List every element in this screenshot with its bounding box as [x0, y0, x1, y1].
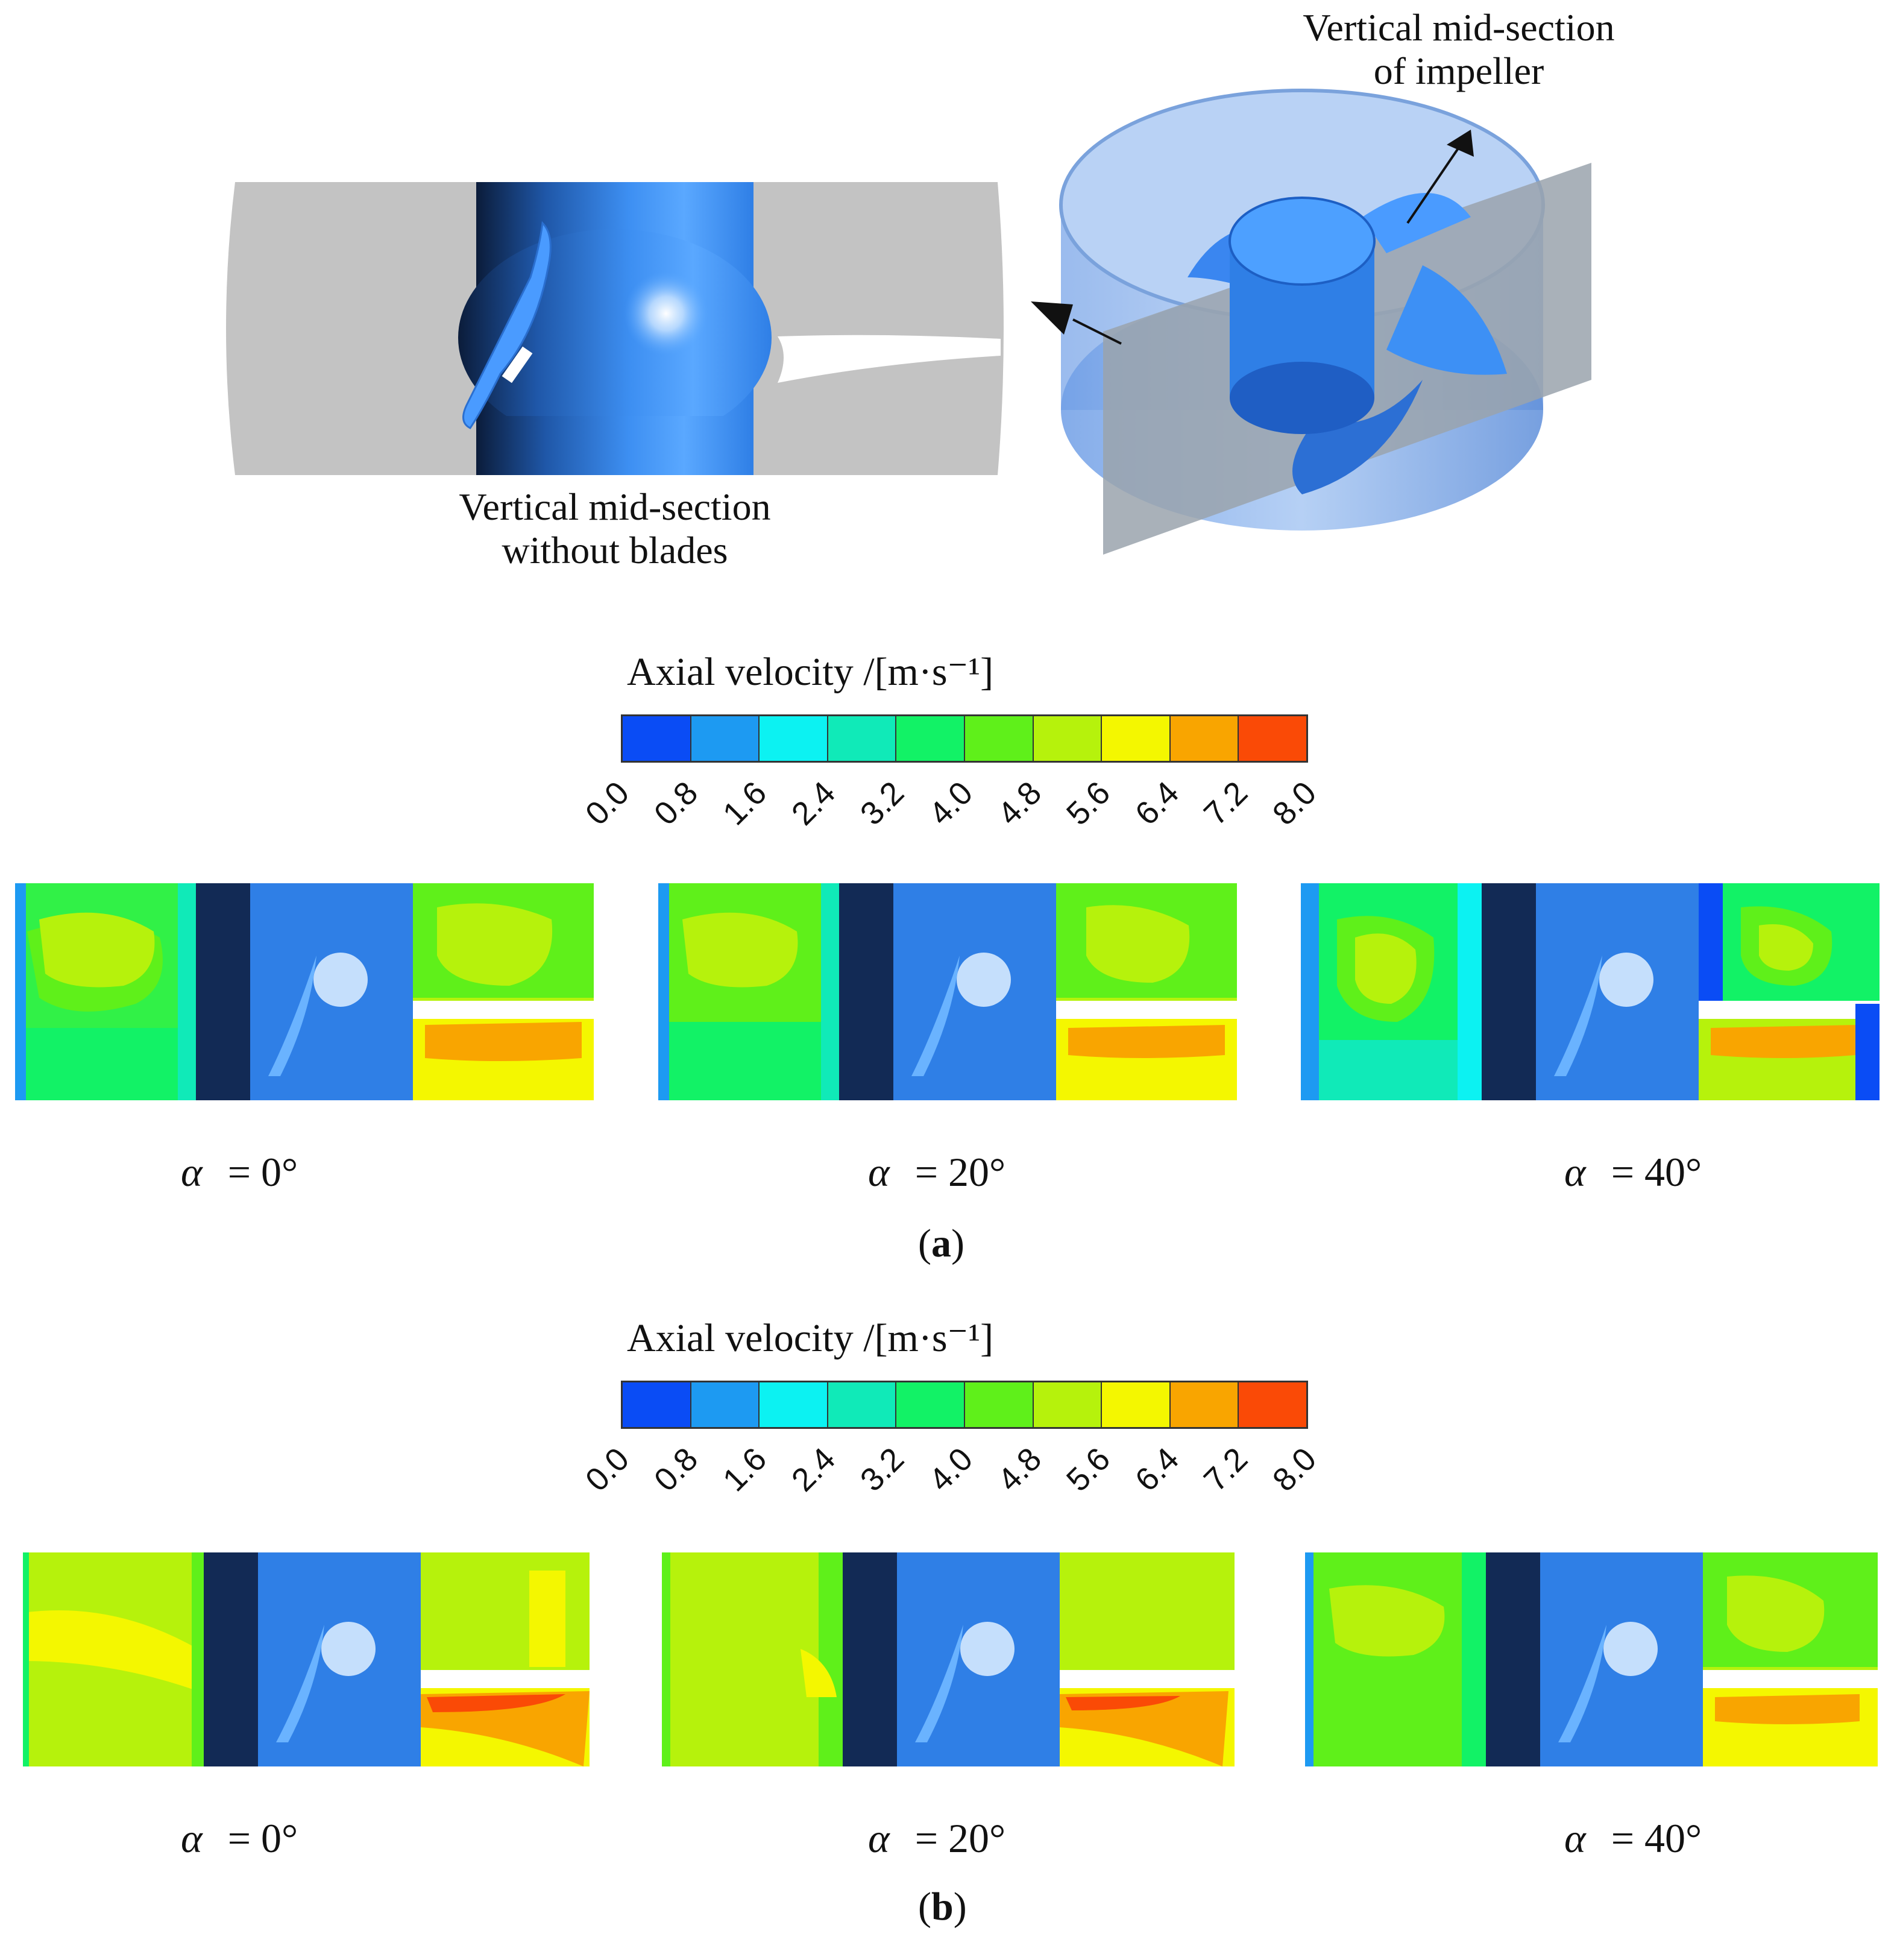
colorbar-b-title: Axial velocity /[m·s⁻¹] — [627, 1316, 994, 1360]
colorbar-a-cell-7 — [1102, 716, 1171, 761]
alpha-b-0-value: = 0° — [227, 1815, 298, 1861]
tick-b-8: 6.4 — [1128, 1440, 1186, 1499]
colorbar-a — [621, 714, 1308, 763]
colorbar-a-cell-0 — [623, 716, 691, 761]
alpha-b-1-value: = 20° — [914, 1815, 1006, 1861]
arrow-to-impeller — [1406, 137, 1466, 224]
tick-b-0: 0.0 — [578, 1440, 637, 1499]
tick-b-9: 7.2 — [1197, 1440, 1255, 1499]
contour-a-0 — [15, 883, 594, 1100]
tick-b-7: 5.6 — [1059, 1440, 1118, 1499]
alpha-b-1: α = 20° — [868, 1815, 1005, 1862]
colorbar-a-cell-4 — [896, 716, 965, 761]
alpha-b-2-value: = 40° — [1611, 1815, 1702, 1861]
colorbar-a-cell-2 — [760, 716, 828, 761]
alpha-a-0: α = 0° — [181, 1149, 298, 1196]
subfig-label-b-text: b — [931, 1885, 954, 1929]
tick-a-9: 7.2 — [1197, 774, 1255, 833]
contour-b-0 — [23, 1552, 590, 1766]
tick-a-7: 5.6 — [1059, 774, 1118, 833]
label-impeller-line2: of impeller — [1373, 49, 1544, 92]
contour-b-2 — [1305, 1552, 1878, 1766]
tick-b-4: 3.2 — [853, 1440, 911, 1499]
contour-a-2 — [1301, 883, 1880, 1100]
impeller-3d — [1031, 89, 1591, 555]
colorbar-b-cell-5 — [964, 1382, 1034, 1427]
colorbar-a-cell-8 — [1170, 716, 1239, 761]
tick-b-5: 4.0 — [922, 1440, 980, 1499]
tick-b-10: 8.0 — [1265, 1440, 1324, 1499]
label-impeller-section: Vertical mid-section of impeller — [1260, 6, 1658, 92]
tick-a-0: 0.0 — [578, 774, 637, 833]
tick-a-6: 4.8 — [990, 774, 1049, 833]
subfig-label-a: (a) — [918, 1221, 964, 1265]
blade-section — [462, 221, 552, 429]
colorbar-b-cell-7 — [1102, 1382, 1171, 1427]
colorbar-b-cell-6 — [1033, 1382, 1103, 1427]
colorbar-a-title: Axial velocity /[m·s⁻¹] — [627, 650, 994, 694]
alpha-a-0-value: = 0° — [227, 1149, 298, 1195]
tick-a-10: 8.0 — [1265, 774, 1324, 833]
alpha-b-0-symbol: α — [181, 1815, 203, 1861]
alpha-a-2: α = 40° — [1564, 1149, 1702, 1196]
colorbar-b-cell-3 — [828, 1382, 897, 1427]
alpha-a-1-symbol: α — [868, 1149, 890, 1195]
tick-a-5: 4.0 — [922, 774, 980, 833]
alpha-a-2-symbol: α — [1564, 1149, 1586, 1195]
tick-a-2: 1.6 — [716, 774, 774, 833]
alpha-b-2: α = 40° — [1564, 1815, 1702, 1862]
colorbar-b-cell-0 — [623, 1382, 691, 1427]
alpha-a-0-symbol: α — [181, 1149, 203, 1195]
contour-a-1 — [658, 883, 1237, 1100]
white-gap — [778, 335, 1001, 383]
tick-b-6: 4.8 — [990, 1440, 1049, 1499]
colorbar-b-cell-4 — [896, 1382, 965, 1427]
alpha-b-0: α = 0° — [181, 1815, 298, 1862]
tick-a-4: 3.2 — [853, 774, 911, 833]
colorbar-b-cell-8 — [1170, 1382, 1239, 1427]
contour-b-1 — [662, 1552, 1235, 1766]
tick-a-8: 6.4 — [1128, 774, 1186, 833]
colorbar-b-cell-1 — [691, 1382, 760, 1427]
subfig-label-a-text: a — [931, 1221, 951, 1265]
alpha-a-1-value: = 20° — [914, 1149, 1006, 1195]
alpha-b-2-symbol: α — [1564, 1815, 1586, 1861]
colorbar-b — [621, 1381, 1308, 1429]
colorbar-a-cell-9 — [1239, 716, 1306, 761]
colorbar-b-cell-9 — [1239, 1382, 1306, 1427]
alpha-b-1-symbol: α — [868, 1815, 890, 1861]
colorbar-a-cell-6 — [1033, 716, 1103, 761]
subfig-label-b: (b) — [918, 1885, 967, 1929]
label-without-blades-line2: without blades — [502, 528, 728, 572]
label-impeller-line1: Vertical mid-section — [1303, 6, 1615, 49]
mid-section-schematic — [226, 182, 1004, 475]
tick-b-3: 2.4 — [784, 1440, 843, 1499]
colorbar-b-cell-2 — [760, 1382, 828, 1427]
label-without-blades-line1: Vertical mid-section — [459, 485, 771, 528]
colorbar-a-cell-5 — [964, 716, 1034, 761]
tick-a-3: 2.4 — [784, 774, 843, 833]
alpha-a-2-value: = 40° — [1611, 1149, 1702, 1195]
alpha-a-1: α = 20° — [868, 1149, 1005, 1196]
tick-a-1: 0.8 — [647, 774, 705, 833]
label-without-blades: Vertical mid-section without blades — [416, 485, 814, 572]
colorbar-a-cell-1 — [691, 716, 760, 761]
colorbar-a-ticks: 0.0 0.8 1.6 2.4 3.2 4.0 4.8 5.6 6.4 7.2 … — [579, 769, 1324, 835]
arrow-to-section — [1072, 318, 1122, 345]
tick-b-2: 1.6 — [716, 1440, 774, 1499]
colorbar-b-ticks: 0.0 0.8 1.6 2.4 3.2 4.0 4.8 5.6 6.4 7.2 … — [579, 1435, 1324, 1501]
tick-b-1: 0.8 — [647, 1440, 705, 1499]
colorbar-a-cell-3 — [828, 716, 897, 761]
